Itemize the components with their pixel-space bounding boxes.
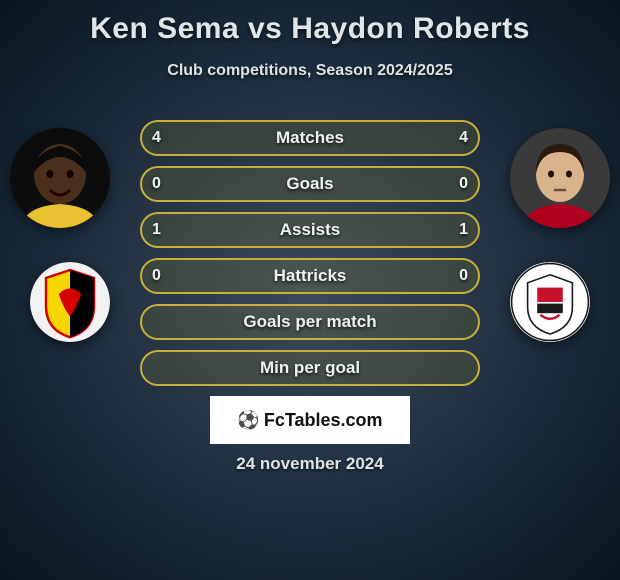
date-label: 24 november 2024 (0, 454, 620, 474)
stat-label: Assists (280, 220, 340, 240)
stat-bar: Hattricks (140, 258, 480, 294)
stat-bar: Matches (140, 120, 480, 156)
stat-value-right: 1 (459, 212, 468, 248)
stat-value-right: 0 (459, 258, 468, 294)
stat-value-right: 0 (459, 166, 468, 202)
stat-value-left: 0 (152, 258, 161, 294)
player-left-crest (30, 262, 110, 342)
stat-row: Goals 0 0 (140, 166, 480, 202)
stat-value-left: 4 (152, 120, 161, 156)
page-title: Ken Sema vs Haydon Roberts (0, 0, 620, 46)
branding-text: FcTables.com (264, 410, 383, 431)
stat-label: Goals (286, 174, 333, 194)
branding-icon: ⚽ (237, 410, 259, 431)
branding-badge: ⚽ FcTables.com (210, 396, 410, 444)
stat-bar: Min per goal (140, 350, 480, 386)
stat-bar: Goals per match (140, 304, 480, 340)
stat-value-left: 0 (152, 166, 161, 202)
stat-label: Goals per match (243, 312, 376, 332)
player-left-avatar (10, 128, 110, 228)
stat-row: Min per goal (140, 350, 480, 386)
stat-row: Assists 1 1 (140, 212, 480, 248)
stat-row: Hattricks 0 0 (140, 258, 480, 294)
player-right-avatar (510, 128, 610, 228)
stat-row: Goals per match (140, 304, 480, 340)
stat-value-left: 1 (152, 212, 161, 248)
subtitle: Club competitions, Season 2024/2025 (0, 62, 620, 80)
stat-bar: Assists (140, 212, 480, 248)
stat-bars: Matches44Goals00Assists11Hattricks00Goal… (140, 120, 480, 396)
stat-row: Matches 4 4 (140, 120, 480, 156)
stat-label: Min per goal (260, 358, 360, 378)
stat-value-right: 4 (459, 120, 468, 156)
stat-label: Hattricks (274, 266, 347, 286)
stat-bar: Goals (140, 166, 480, 202)
stat-label: Matches (276, 128, 344, 148)
player-right-crest (510, 262, 590, 342)
